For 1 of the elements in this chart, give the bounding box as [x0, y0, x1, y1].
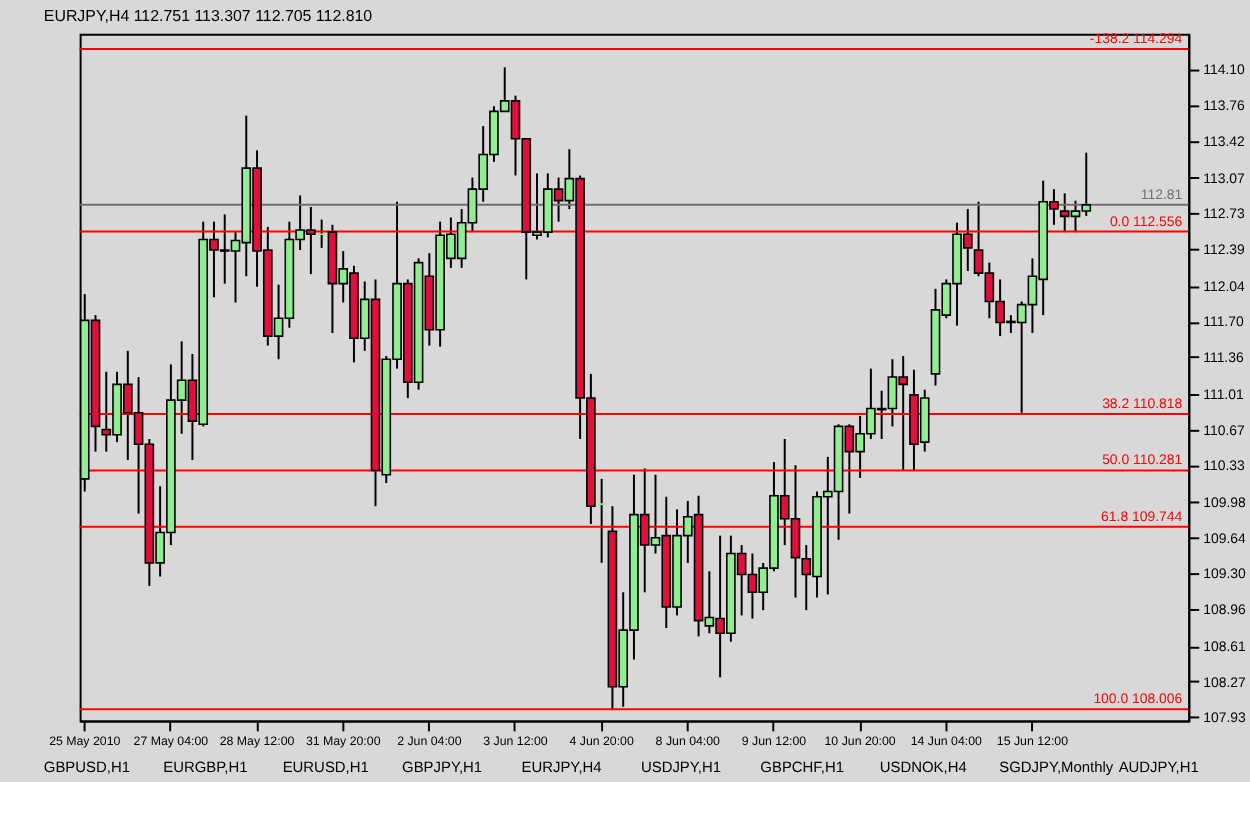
chart-title: EURJPY,H4 112.751 113.307 112.705 112.810: [43, 7, 374, 26]
